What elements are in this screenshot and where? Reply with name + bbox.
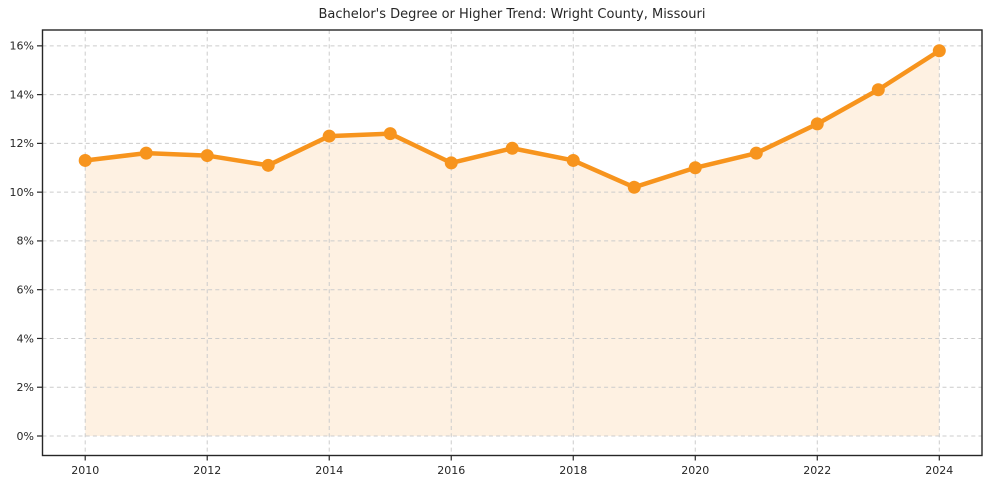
data-point-marker (261, 158, 275, 172)
x-tick-label: 2022 (803, 464, 831, 477)
x-tick-label: 2016 (437, 464, 465, 477)
chart-title: Bachelor's Degree or Higher Trend: Wrigh… (318, 7, 706, 22)
data-point-marker (688, 161, 702, 175)
x-tick-label: 2024 (925, 464, 953, 477)
y-tick-label: 0% (17, 430, 34, 443)
plot-frame (41, 29, 983, 457)
y-tick-label: 16% (10, 40, 34, 53)
data-point-marker (383, 127, 397, 141)
y-tick-label: 14% (10, 88, 34, 101)
x-tick-label: 2014 (315, 464, 343, 477)
area-fill (85, 50, 940, 436)
x-tick-label: 2012 (193, 464, 221, 477)
data-point-marker (810, 117, 824, 131)
data-point-marker (78, 153, 92, 167)
data-point-marker (749, 146, 763, 160)
x-tick-label: 2020 (681, 464, 709, 477)
data-point-marker (139, 146, 153, 160)
x-tick-label: 2010 (71, 464, 99, 477)
data-point-marker (932, 44, 946, 58)
data-point-marker (627, 180, 641, 194)
data-point-marker (322, 129, 336, 143)
data-point-marker (444, 156, 458, 170)
y-tick-label: 6% (17, 283, 34, 296)
y-tick-label: 2% (17, 381, 34, 394)
data-point-marker (505, 141, 519, 155)
y-tick-label: 10% (10, 186, 34, 199)
y-tick-label: 12% (10, 137, 34, 150)
data-point-marker (871, 83, 885, 97)
data-point-marker (566, 153, 580, 167)
y-tick-label: 4% (17, 332, 34, 345)
x-tick-label: 2018 (559, 464, 587, 477)
data-point-marker (200, 149, 214, 163)
y-tick-label: 8% (17, 235, 34, 248)
